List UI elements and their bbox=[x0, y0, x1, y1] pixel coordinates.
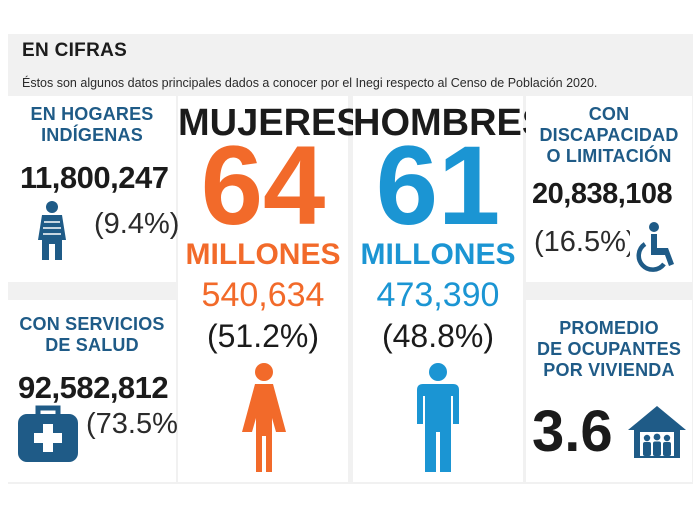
occupants-label-line3: POR VIVIENDA bbox=[543, 360, 675, 381]
occupants-label: PROMEDIO DE OCUPANTES POR VIVIENDA bbox=[526, 318, 692, 382]
man-icon bbox=[417, 363, 459, 472]
page-title: EN CIFRAS bbox=[22, 40, 128, 61]
wheelchair-icon bbox=[630, 220, 680, 276]
men-extra: 473,390 bbox=[376, 276, 500, 314]
women-big-number: 64 bbox=[200, 123, 326, 248]
indigenous-label: EN HOGARES INDÍGENAS bbox=[8, 104, 176, 146]
indigenous-label-line2: INDÍGENAS bbox=[41, 125, 143, 146]
medical-kit-icon bbox=[18, 405, 78, 462]
health-percent: (73.5%) bbox=[86, 408, 188, 440]
health-panel: CON SERVICIOS DE SALUD 92,582,812 (73.5%… bbox=[8, 300, 188, 482]
indigenous-person-icon bbox=[38, 201, 66, 260]
disability-value: 20,838,108 bbox=[532, 178, 673, 210]
health-label-line2: DE SALUD bbox=[45, 335, 139, 356]
men-big-number: 61 bbox=[375, 123, 501, 248]
disability-label: CON DISCAPACIDAD O LIMITACIÓN bbox=[526, 104, 692, 168]
occupants-value: 3.6 bbox=[532, 399, 613, 464]
women-percent: (51.2%) bbox=[206, 318, 320, 354]
disability-panel: CON DISCAPACIDAD O LIMITACIÓN 20,838,108… bbox=[526, 96, 692, 282]
indigenous-percent: (9.4%) bbox=[94, 208, 180, 240]
health-value: 92,582,812 bbox=[18, 370, 169, 405]
disability-label-line3: O LIMITACIÓN bbox=[546, 146, 672, 167]
disability-label-line1: CON bbox=[588, 104, 630, 124]
men-unit: MILLONES bbox=[360, 238, 516, 271]
disability-label-line2: DISCAPACIDAD bbox=[539, 125, 679, 146]
health-label-line1: CON SERVICIOS bbox=[19, 314, 165, 334]
women-unit: MILLONES bbox=[185, 238, 341, 271]
house-family-icon bbox=[628, 406, 686, 458]
women-extra: 540,634 bbox=[201, 276, 325, 314]
occupants-label-line1: PROMEDIO bbox=[559, 318, 659, 338]
men-percent: (48.8%) bbox=[381, 318, 495, 354]
woman-icon bbox=[242, 363, 286, 472]
indigenous-panel: EN HOGARES INDÍGENAS 11,800,247 (9.4%) bbox=[8, 96, 180, 282]
men-panel: HOMBRES 61 MILLONES 473,390 (48.8%) bbox=[353, 96, 548, 482]
disability-percent: (16.5%) bbox=[534, 226, 636, 258]
indigenous-value: 11,800,247 bbox=[20, 160, 169, 195]
occupants-panel: PROMEDIO DE OCUPANTES POR VIVIENDA 3.6 bbox=[526, 300, 692, 482]
men-title: HOMBRES bbox=[353, 102, 548, 144]
occupants-label-line2: DE OCUPANTES bbox=[536, 339, 682, 360]
page-subtitle: Éstos son algunos datos principales dado… bbox=[22, 76, 598, 90]
indigenous-label-line1: EN HOGARES bbox=[30, 104, 154, 124]
women-panel: MUJERES 64 MILLONES 540,634 (51.2%) bbox=[178, 96, 362, 482]
women-title: MUJERES bbox=[178, 102, 362, 144]
health-label: CON SERVICIOS DE SALUD bbox=[8, 314, 176, 356]
